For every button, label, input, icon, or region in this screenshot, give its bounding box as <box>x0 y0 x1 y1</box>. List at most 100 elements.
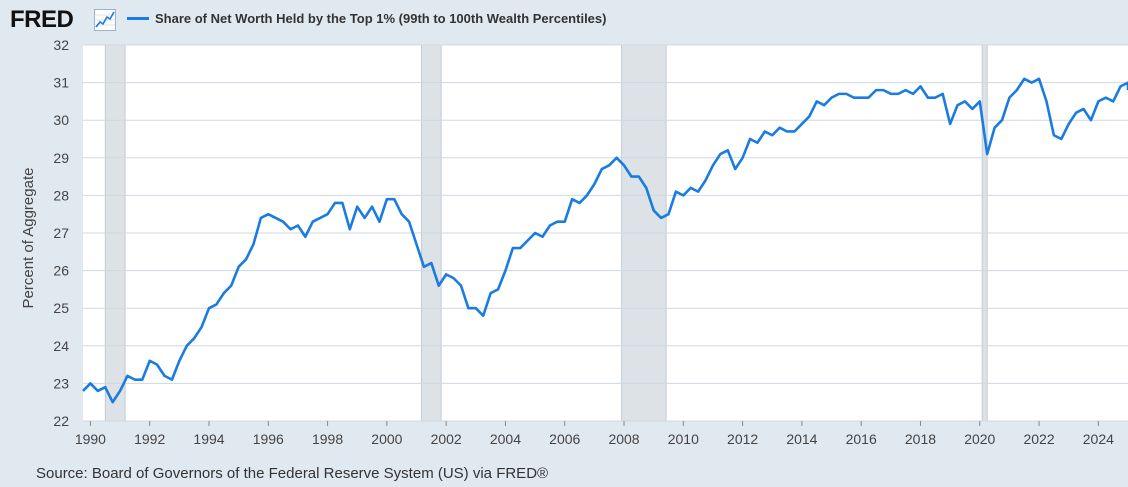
y-tick-label: 24 <box>53 338 69 354</box>
data-point <box>1031 82 1033 84</box>
data-point <box>742 157 744 159</box>
x-tick-label: 2004 <box>490 431 521 447</box>
series-line[interactable] <box>82 77 1128 404</box>
data-point <box>260 217 262 219</box>
y-tick-label: 30 <box>53 112 69 128</box>
data-point <box>104 386 106 388</box>
data-point <box>838 93 840 95</box>
data-point <box>201 326 203 328</box>
data-point <box>490 292 492 294</box>
y-tick-label: 27 <box>53 225 69 241</box>
data-point <box>994 127 996 129</box>
data-point <box>712 164 714 166</box>
data-point <box>1008 97 1010 99</box>
data-point <box>460 285 462 287</box>
x-tick-label: 2018 <box>905 431 936 447</box>
data-point <box>860 97 862 99</box>
x-tick-label: 1996 <box>253 431 284 447</box>
data-point <box>697 191 699 193</box>
data-point <box>816 100 818 102</box>
data-point <box>215 303 217 305</box>
data-point <box>193 337 195 339</box>
data-point <box>497 288 499 290</box>
y-tick-label: 29 <box>53 150 69 166</box>
data-point <box>208 307 210 309</box>
data-point <box>438 285 440 287</box>
data-point <box>408 221 410 223</box>
legend-swatch <box>127 17 149 20</box>
data-point <box>504 270 506 272</box>
data-point <box>771 134 773 136</box>
data-point <box>986 153 988 155</box>
x-tick-label: 2022 <box>1023 431 1054 447</box>
data-point <box>564 221 566 223</box>
data-point <box>112 401 114 403</box>
data-point <box>482 315 484 317</box>
data-point <box>690 187 692 189</box>
y-tick-label: 32 <box>53 37 69 53</box>
fred-logo[interactable]: FRED <box>10 6 74 33</box>
x-tick-label: 1990 <box>75 431 106 447</box>
data-point <box>475 307 477 309</box>
data-point <box>979 100 981 102</box>
chart-header: FRED Share of Net Worth Held by the Top … <box>0 0 1128 40</box>
data-point <box>927 97 929 99</box>
data-point <box>593 183 595 185</box>
x-tick-label: 2012 <box>727 431 758 447</box>
x-tick-label: 1992 <box>134 431 165 447</box>
data-point <box>1120 85 1122 87</box>
data-point <box>401 213 403 215</box>
data-point <box>549 224 551 226</box>
data-point <box>82 390 84 392</box>
data-point <box>304 236 306 238</box>
data-point <box>756 142 758 144</box>
data-point <box>882 89 884 91</box>
data-point <box>853 97 855 99</box>
data-point <box>727 149 729 151</box>
data-point <box>186 345 188 347</box>
data-point <box>734 168 736 170</box>
data-point <box>793 130 795 132</box>
data-point <box>645 187 647 189</box>
data-point <box>252 243 254 245</box>
y-tick-label: 25 <box>53 300 69 316</box>
x-tick-labels: 1990 1992 1994 1996 1998 2000 2002 2004 2006 2008… <box>75 421 1114 447</box>
data-point <box>675 191 677 193</box>
data-point <box>282 221 284 223</box>
data-point <box>682 194 684 196</box>
data-point <box>230 285 232 287</box>
y-tick-label: 28 <box>53 187 69 203</box>
data-point <box>134 379 136 381</box>
data-point <box>1075 112 1077 114</box>
y-axis-label: Percent of Aggregate <box>20 168 37 309</box>
data-point <box>571 198 573 200</box>
data-point <box>542 236 544 238</box>
data-point <box>1060 138 1062 140</box>
data-point <box>238 266 240 268</box>
x-tick-label: 2024 <box>1083 431 1114 447</box>
data-point <box>178 360 180 362</box>
data-point <box>630 176 632 178</box>
data-point <box>749 138 751 140</box>
data-point <box>223 292 225 294</box>
x-tick-label: 2014 <box>786 431 817 447</box>
data-point <box>831 97 833 99</box>
data-point <box>512 247 514 249</box>
data-point <box>971 108 973 110</box>
data-point <box>1105 97 1107 99</box>
data-point <box>1001 119 1003 121</box>
data-point <box>1083 108 1085 110</box>
data-point <box>519 247 521 249</box>
data-point <box>349 228 351 230</box>
data-point <box>942 93 944 95</box>
data-point <box>267 213 269 215</box>
data-point <box>126 375 128 377</box>
data-point <box>964 100 966 102</box>
chart-legend[interactable]: Share of Net Worth Held by the Top 1% (9… <box>127 11 606 26</box>
data-point <box>601 168 603 170</box>
data-point <box>653 209 655 211</box>
data-point <box>623 164 625 166</box>
data-point <box>141 379 143 381</box>
data-point <box>957 104 959 106</box>
